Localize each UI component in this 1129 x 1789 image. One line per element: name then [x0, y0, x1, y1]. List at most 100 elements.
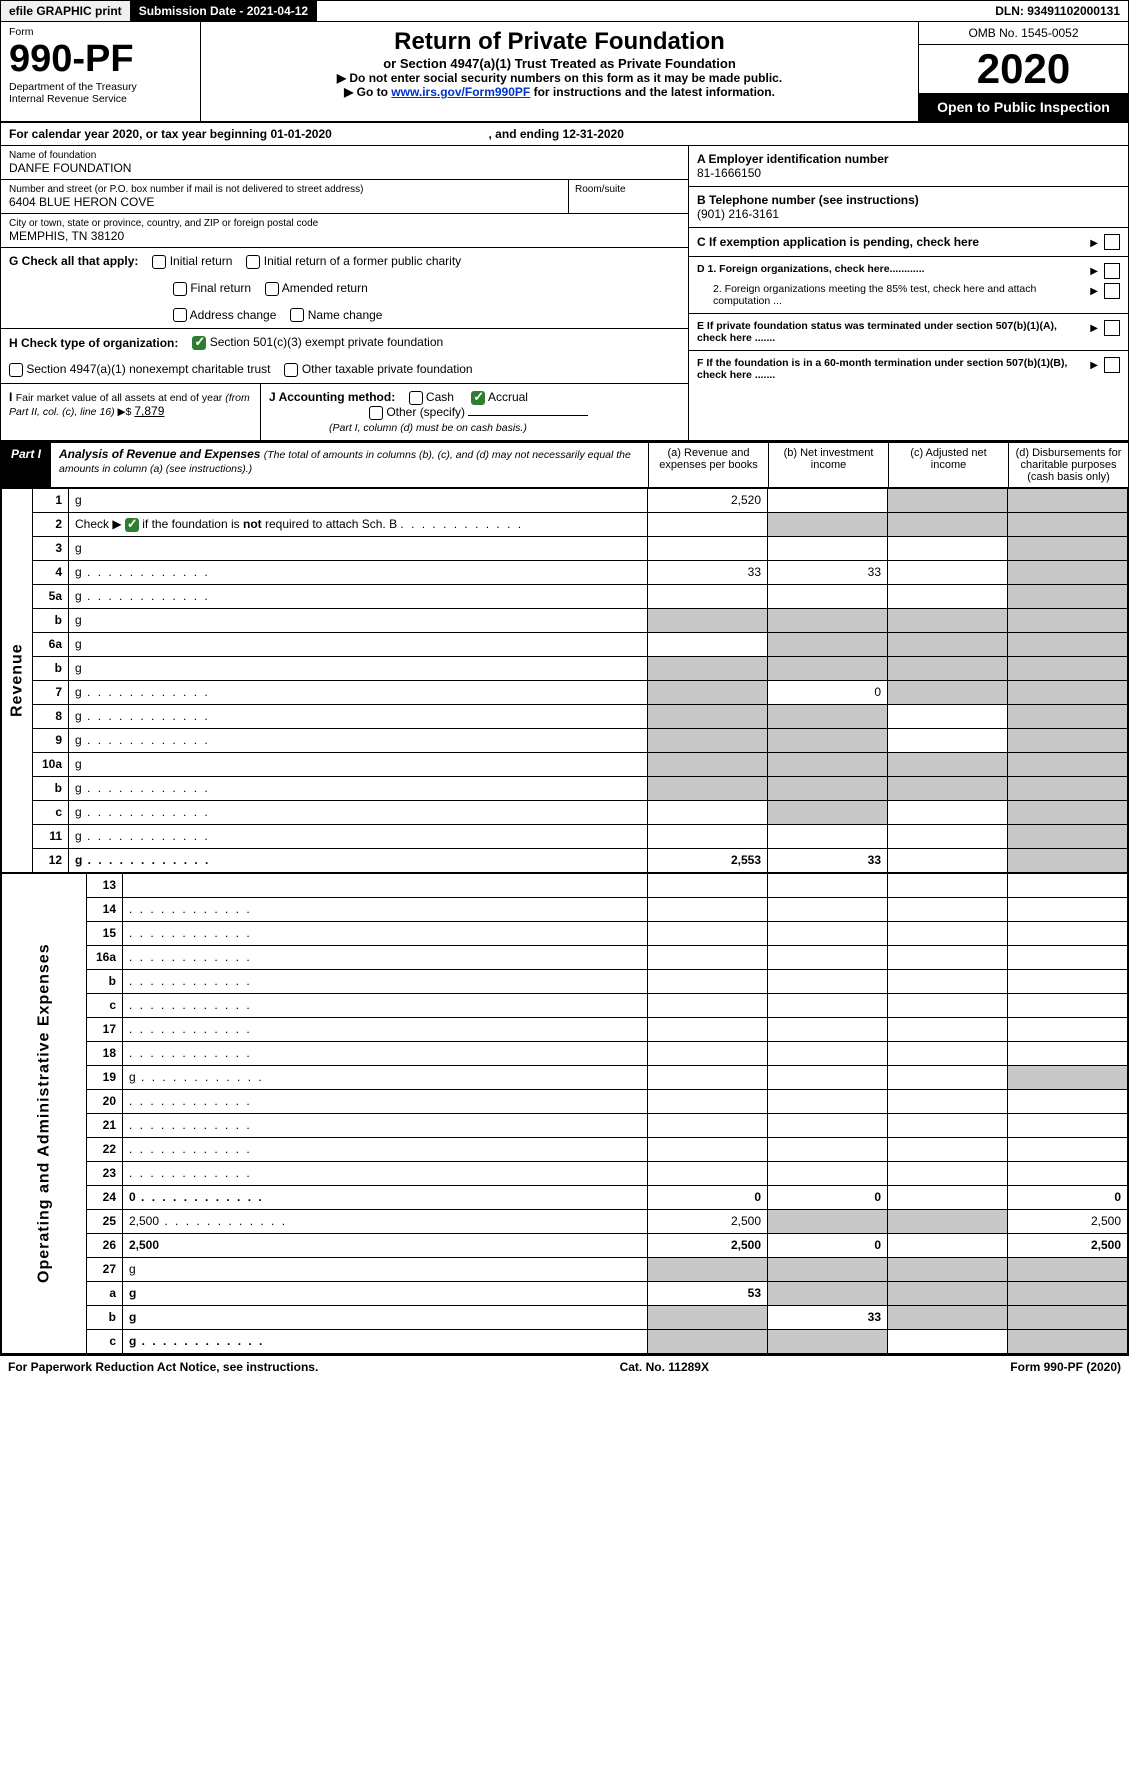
table-cell: [648, 969, 768, 993]
form-link[interactable]: www.irs.gov/Form990PF: [391, 85, 530, 99]
bullet2-pre: ▶ Go to: [344, 85, 391, 99]
table-cell: [768, 1089, 888, 1113]
checkbox-e[interactable]: [1104, 320, 1120, 336]
table-cell: 33: [768, 1305, 888, 1329]
row-num: 26: [87, 1233, 123, 1257]
table-row: 262,5002,50002,500: [2, 1233, 1128, 1257]
table-cell: [648, 1041, 768, 1065]
info-left: Name of foundation DANFE FOUNDATION Numb…: [1, 146, 688, 440]
table-cell: [768, 1065, 888, 1089]
table-cell: [888, 1329, 1008, 1353]
table-cell: [888, 728, 1008, 752]
table-cell: [888, 921, 1008, 945]
row-desc: g: [69, 848, 648, 872]
checkbox-initial-return[interactable]: [152, 255, 166, 269]
table-cell: 33: [768, 560, 888, 584]
row-desc: g: [69, 536, 648, 560]
table-cell: [648, 656, 768, 680]
g-o6: Name change: [308, 308, 383, 322]
row-num: 19: [87, 1065, 123, 1089]
ein-cell: A Employer identification number 81-1666…: [689, 146, 1128, 187]
table-cell: [1008, 1305, 1128, 1329]
tax-year: 2020: [919, 45, 1128, 93]
row-num: 21: [87, 1113, 123, 1137]
row-desc: [123, 1137, 648, 1161]
row-desc: [123, 873, 648, 897]
table-cell: [888, 993, 1008, 1017]
calendar-b: , and ending 12-31-2020: [489, 127, 624, 141]
j-other: Other (specify): [386, 405, 465, 419]
row-num: 17: [87, 1017, 123, 1041]
table-row: 18: [2, 1041, 1128, 1065]
row-num: 8: [33, 704, 69, 728]
e-cell: E If private foundation status was termi…: [689, 314, 1128, 351]
city-cell: City or town, state or province, country…: [1, 214, 688, 248]
checkbox-accrual[interactable]: [471, 391, 485, 405]
h-o2: Section 4947(a)(1) nonexempt charitable …: [26, 362, 270, 376]
table-cell: [768, 800, 888, 824]
table-row: 7g0: [2, 680, 1128, 704]
row-desc: [123, 1041, 648, 1065]
table-row: 8g: [2, 704, 1128, 728]
checkbox-other-taxable[interactable]: [284, 363, 298, 377]
row-desc: g: [69, 752, 648, 776]
row-desc: g: [69, 656, 648, 680]
table-row: 10ag: [2, 752, 1128, 776]
checkbox-address-change[interactable]: [173, 308, 187, 322]
row-desc: g: [69, 800, 648, 824]
row-num: 14: [87, 897, 123, 921]
analysis-head: Analysis of Revenue and Expenses (The to…: [51, 443, 648, 487]
table-cell: [648, 608, 768, 632]
table-row: 240000: [2, 1185, 1128, 1209]
table-cell: [1008, 848, 1128, 872]
phone: (901) 216-3161: [697, 207, 1120, 221]
expenses-table: Operating and Administrative Expenses131…: [1, 873, 1128, 1354]
checkbox-4947a1[interactable]: [9, 363, 23, 377]
row-num: b: [33, 608, 69, 632]
row-desc: [123, 945, 648, 969]
table-cell: [888, 1065, 1008, 1089]
table-cell: [888, 1041, 1008, 1065]
table-cell: 2,500: [648, 1233, 768, 1257]
omb-number: OMB No. 1545-0052: [919, 22, 1128, 45]
efile-label[interactable]: efile GRAPHIC print: [1, 1, 131, 21]
arrow-icon: [1088, 320, 1098, 344]
checkbox-amended[interactable]: [265, 282, 279, 296]
checkbox-initial-former[interactable]: [246, 255, 260, 269]
h-o1: Section 501(c)(3) exempt private foundat…: [210, 335, 443, 349]
checkbox-501c3[interactable]: [192, 336, 206, 350]
submission-date: Submission Date - 2021-04-12: [131, 1, 317, 21]
checkbox-other-method[interactable]: [369, 406, 383, 420]
table-cell: [648, 993, 768, 1017]
table-cell: [648, 1137, 768, 1161]
checkbox-d1[interactable]: [1104, 263, 1120, 279]
row-num: b: [87, 969, 123, 993]
table-cell: [1008, 608, 1128, 632]
city: MEMPHIS, TN 38120: [9, 229, 680, 243]
arrow-icon: [1088, 283, 1098, 307]
footer: For Paperwork Reduction Act Notice, see …: [0, 1355, 1129, 1378]
name-label: Name of foundation: [9, 150, 680, 161]
table-cell: [1008, 704, 1128, 728]
table-cell: [888, 1113, 1008, 1137]
i-col: I Fair market value of all assets at end…: [1, 384, 261, 440]
i-label: I: [9, 390, 12, 404]
table-cell: [1008, 776, 1128, 800]
checkbox-d2[interactable]: [1104, 283, 1120, 299]
checkbox-final-return[interactable]: [173, 282, 187, 296]
col-c-head: (c) Adjusted net income: [888, 443, 1008, 487]
table-cell: 0: [768, 680, 888, 704]
table-cell: [1008, 752, 1128, 776]
fmv-value: 7,879: [134, 404, 164, 418]
table-cell: [768, 945, 888, 969]
checkbox-f[interactable]: [1104, 357, 1120, 373]
row-num: 27: [87, 1257, 123, 1281]
checkbox-c[interactable]: [1104, 234, 1120, 250]
col-d-head: (d) Disbursements for charitable purpose…: [1008, 443, 1128, 487]
checkbox-cash[interactable]: [409, 391, 423, 405]
dept-line1: Department of the Treasury: [9, 81, 192, 93]
checkbox-name-change[interactable]: [290, 308, 304, 322]
j-note: (Part I, column (d) must be on cash basi…: [329, 422, 527, 434]
calendar-a: For calendar year 2020, or tax year begi…: [9, 127, 332, 141]
address-cell: Number and street (or P.O. box number if…: [1, 180, 688, 214]
